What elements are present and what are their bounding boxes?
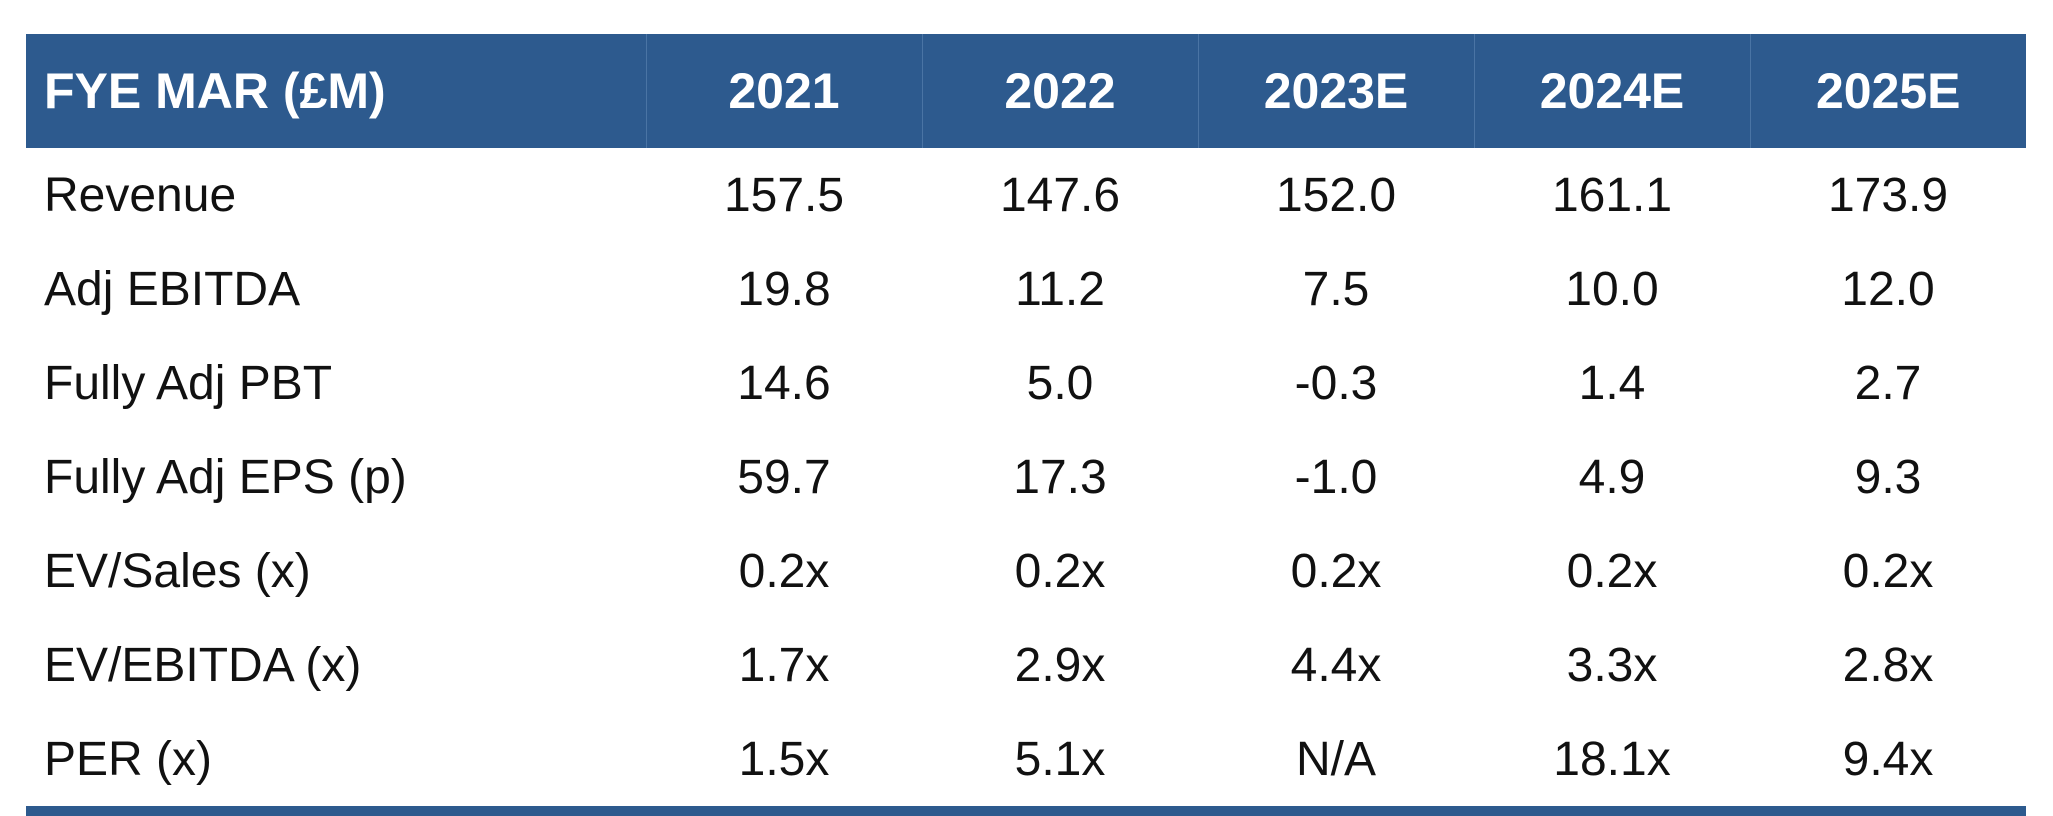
header-year-2022: 2022 bbox=[921, 34, 1198, 148]
cell-value: 2.8x bbox=[1842, 638, 1934, 692]
cell-value: 4.4x bbox=[1290, 638, 1382, 692]
cell-value: 0.2x bbox=[738, 544, 830, 598]
table-row-fully-adj-pbt: Fully Adj PBT 14.6 5.0 -0.3 1.4 2.7 bbox=[26, 336, 2026, 430]
cell-value: 9.3 bbox=[1854, 450, 1922, 504]
cell-value: N/A bbox=[1295, 732, 1376, 786]
table-bottom-rule bbox=[26, 806, 2026, 816]
row-label: Fully Adj EPS (p) bbox=[44, 450, 407, 504]
cell-value: 14.6 bbox=[737, 356, 831, 410]
cell-value: 7.5 bbox=[1302, 262, 1370, 316]
cell-value: 9.4x bbox=[1842, 732, 1934, 786]
cell-value: 152.0 bbox=[1275, 168, 1397, 222]
table-row-per: PER (x) 1.5x 5.1x N/A 18.1x 9.4x bbox=[26, 712, 2026, 806]
header-year-2021: 2021 bbox=[645, 34, 922, 148]
row-label: Fully Adj PBT bbox=[44, 356, 333, 410]
cell-value: 4.9 bbox=[1578, 450, 1646, 504]
table-row-revenue: Revenue 157.5 147.6 152.0 161.1 173.9 bbox=[26, 148, 2026, 242]
cell-value: 161.1 bbox=[1551, 168, 1673, 222]
cell-value: 173.9 bbox=[1827, 168, 1949, 222]
cell-value: 5.0 bbox=[1026, 356, 1094, 410]
cell-value: 17.3 bbox=[1013, 450, 1107, 504]
cell-value: 1.7x bbox=[738, 638, 830, 692]
cell-value: 19.8 bbox=[737, 262, 831, 316]
cell-value: 5.1x bbox=[1014, 732, 1106, 786]
cell-value: 0.2x bbox=[1014, 544, 1106, 598]
row-label: EV/Sales (x) bbox=[44, 544, 311, 598]
cell-value: 147.6 bbox=[999, 168, 1121, 222]
cell-value: 1.5x bbox=[738, 732, 830, 786]
cell-value: 10.0 bbox=[1565, 262, 1659, 316]
table-header-row: FYE MAR (£M) 2021 2022 2023E 2024E 2025E bbox=[26, 34, 2026, 148]
cell-value: -1.0 bbox=[1294, 450, 1378, 504]
cell-value: 11.2 bbox=[1015, 262, 1105, 316]
cell-value: 0.2x bbox=[1566, 544, 1658, 598]
row-label: PER (x) bbox=[44, 732, 212, 786]
row-label: EV/EBITDA (x) bbox=[44, 638, 362, 692]
row-label: Adj EBITDA bbox=[44, 262, 301, 316]
cell-value: 1.4 bbox=[1578, 356, 1646, 410]
financial-summary-table: FYE MAR (£M) 2021 2022 2023E 2024E 2025E… bbox=[26, 34, 2026, 806]
cell-value: 157.5 bbox=[723, 168, 845, 222]
cell-value: 3.3x bbox=[1566, 638, 1658, 692]
cell-value: 2.9x bbox=[1014, 638, 1106, 692]
header-label: FYE MAR (£M) bbox=[26, 34, 646, 148]
header-year-2023e: 2023E bbox=[1197, 34, 1474, 148]
header-year-2024e: 2024E bbox=[1473, 34, 1750, 148]
cell-value: 0.2x bbox=[1290, 544, 1382, 598]
cell-value: 12.0 bbox=[1841, 262, 1935, 316]
table-row-ev-ebitda: EV/EBITDA (x) 1.7x 2.9x 4.4x 3.3x 2.8x bbox=[26, 618, 2026, 712]
table-row-ev-sales: EV/Sales (x) 0.2x 0.2x 0.2x 0.2x 0.2x bbox=[26, 524, 2026, 618]
header-year-2025e: 2025E bbox=[1749, 34, 2026, 148]
financial-summary-table-container: FYE MAR (£M) 2021 2022 2023E 2024E 2025E… bbox=[26, 34, 2026, 816]
row-label: Revenue bbox=[44, 168, 237, 222]
table-row-adj-ebitda: Adj EBITDA 19.8 11.2 7.5 10.0 12.0 bbox=[26, 242, 2026, 336]
cell-value: 59.7 bbox=[737, 450, 831, 504]
cell-value: 0.2x bbox=[1842, 544, 1934, 598]
table-row-fully-adj-eps: Fully Adj EPS (p) 59.7 17.3 -1.0 4.9 9.3 bbox=[26, 430, 2026, 524]
cell-value: -0.3 bbox=[1294, 356, 1378, 410]
cell-value: 18.1x bbox=[1553, 732, 1671, 786]
cell-value: 2.7 bbox=[1854, 356, 1922, 410]
